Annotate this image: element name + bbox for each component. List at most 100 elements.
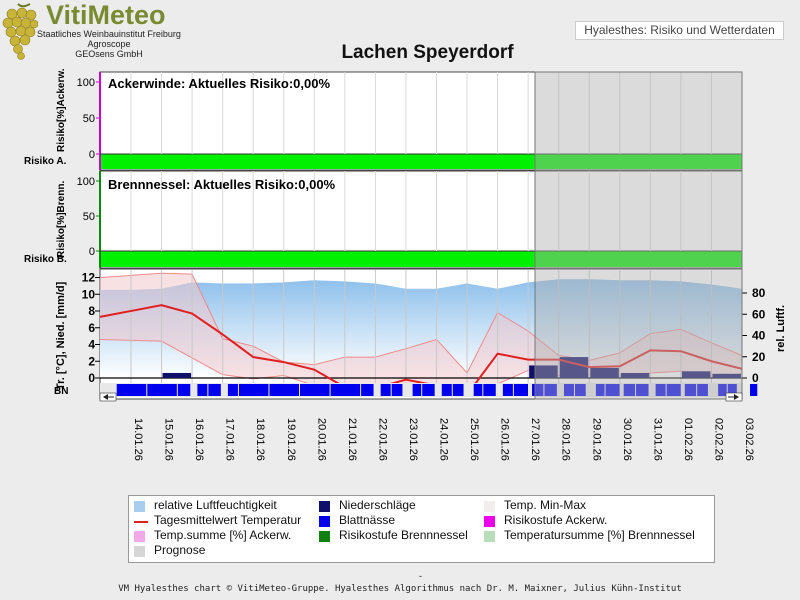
leaf-wetness-bar: [513, 384, 528, 396]
y-tick-label: 6: [88, 321, 95, 335]
legend: relative Luftfeuchtigkeit Niederschläge Te…: [128, 495, 715, 563]
legend-label: Niederschläge: [339, 498, 416, 512]
y-tick-label: 10: [82, 287, 96, 301]
y-tick-label: 50: [83, 211, 95, 223]
leaf-wetness-bar: [300, 384, 330, 396]
x-tick-label: 29.01.26: [590, 418, 602, 461]
x-tick-label: 02.02.26: [712, 418, 724, 461]
legend-label: relative Luftfeuchtigkeit: [154, 498, 277, 512]
bn-label: BN: [54, 386, 68, 397]
precipitation-bar: [162, 372, 192, 378]
leaf-wetness-bar: [441, 384, 452, 396]
legend-swatch: [134, 501, 145, 512]
legend-label: Temp. Min-Max: [504, 498, 587, 512]
x-tick-label: 14.01.26: [132, 418, 144, 461]
ackerwinde-panel: 0 50 100 Ackerwinde: Aktuelles Risiko:0,00…: [77, 71, 743, 171]
leaf-wetness-bar: [532, 384, 544, 396]
y-tick-label: 4: [88, 338, 95, 352]
ackerwinde-risk-text: Ackerwinde: Aktuelles Risiko:0,00%: [108, 76, 330, 91]
footer-credit: VM Hyalesthes chart © VitiMeteo-Gruppe. …: [118, 584, 682, 594]
scroll-left-icon: [99, 392, 117, 402]
chart-title: Lachen Speyerdorf: [341, 42, 514, 63]
x-tick-label: 19.01.26: [285, 418, 297, 461]
leaf-wetness-bar: [147, 384, 177, 396]
legend-swatch: [484, 516, 495, 527]
y-tick-label: 0: [89, 149, 95, 161]
y2-tick-label: 20: [752, 350, 766, 364]
x-tick-label: 31.01.26: [651, 418, 663, 461]
institute-line-3: GEOsens GmbH: [75, 49, 143, 59]
leaf-wetness-bar: [361, 384, 374, 396]
precipitation-bar: [590, 367, 619, 378]
leaf-wetness-bar: [380, 384, 391, 396]
leaf-wetness-bar: [544, 384, 557, 396]
y-tick-label: 0: [89, 246, 95, 258]
legend-label: Temperatursumme [%] Brennnessel: [504, 528, 695, 542]
leaf-wetness-bar: [452, 384, 464, 396]
x-tick-label: 20.01.26: [315, 418, 327, 461]
legend-swatch: [319, 531, 330, 542]
leaf-wetness-bar: [595, 384, 605, 396]
legend-swatch: [484, 501, 495, 512]
legend-label: Temp.summe [%] Ackerw.: [154, 528, 292, 542]
leaf-wetness-bar: [563, 384, 574, 396]
precipitation-bar: [681, 371, 711, 378]
x-tick-label: 18.01.26: [254, 418, 266, 461]
leaf-wetness-bar: [473, 384, 483, 396]
legend-label: Risikostufe Brennnessel: [339, 528, 468, 542]
risiko-b-label: Risiko B.: [24, 254, 67, 265]
brennnessel-risk-text: Brennnessel: Aktuelles Risiko:0,00%: [108, 177, 336, 192]
y2-tick-label: 80: [752, 286, 766, 300]
leaf-wetness-bar: [422, 384, 435, 396]
leaf-wetness-bar: [718, 384, 727, 396]
ackerwinde-risk-level-bar: [101, 154, 742, 169]
legend-swatch: [134, 546, 145, 557]
precipitation-bar: [529, 365, 558, 378]
y2-tick-label: 60: [752, 307, 766, 321]
y2-tick-label: 0: [752, 371, 759, 385]
leaf-wetness-bar: [623, 384, 636, 396]
leaf-wetness-bar: [574, 384, 586, 396]
institute-line-1: Staatliches Weinbauinstitut Freiburg: [37, 29, 181, 39]
footer-dash: -: [419, 571, 422, 581]
legend-swatch: [134, 521, 148, 523]
y-tick-label: 100: [77, 176, 95, 188]
x-tick-label: 15.01.26: [163, 418, 175, 461]
x-tick-label: 16.01.26: [193, 418, 205, 461]
leaf-wetness-bar: [605, 384, 620, 396]
leaf-wetness-bar: [269, 384, 300, 396]
x-tick-label: 24.01.26: [438, 418, 450, 461]
x-tick-label: 28.01.26: [560, 418, 572, 461]
weather-left-axis-label: Tr. [°C], Nied. [mm/d]: [55, 281, 67, 390]
leaf-wetness-bar: [177, 384, 191, 396]
legend-swatch: [484, 531, 495, 542]
leaf-wetness-bar: [208, 384, 221, 396]
leaf-wetness-bar: [697, 384, 708, 396]
weather-panel: 0 2 4 6 8 10 12 0 20 40 60 80: [82, 268, 766, 400]
legend-label: Risikostufe Ackerw.: [504, 513, 608, 527]
brennnessel-y-axis-label: Risiko[%]Brenn.: [56, 181, 67, 258]
precipitation-bar: [712, 373, 741, 378]
leaf-wetness-bar: [238, 384, 269, 396]
x-tick-label: 26.01.26: [499, 418, 511, 461]
leaf-wetness-bar: [330, 384, 361, 396]
y-tick-label: 50: [83, 113, 95, 125]
x-tick-label: 03.02.26: [743, 418, 755, 461]
x-tick-label: 23.01.26: [407, 418, 419, 461]
leaf-wetness-bar: [502, 384, 513, 396]
x-tick-label: 25.01.26: [468, 418, 480, 461]
y-tick-label: 12: [82, 271, 96, 285]
y-tick-label: 8: [88, 304, 95, 318]
scroll-right-icon: [725, 392, 743, 402]
grape-logo-icon: [2, 3, 38, 60]
leaf-wetness-bar: [116, 384, 147, 396]
leaf-wetness-bar: [684, 384, 697, 396]
y-tick-label: 100: [77, 77, 95, 89]
leaf-wetness-bar: [483, 384, 496, 396]
institute-line-2: Agroscope: [87, 39, 131, 49]
leaf-wetness-bar: [391, 384, 403, 396]
x-tick-label: 17.01.26: [224, 418, 236, 461]
precipitation-bar: [620, 372, 650, 378]
leaf-wetness-bar: [636, 384, 649, 396]
